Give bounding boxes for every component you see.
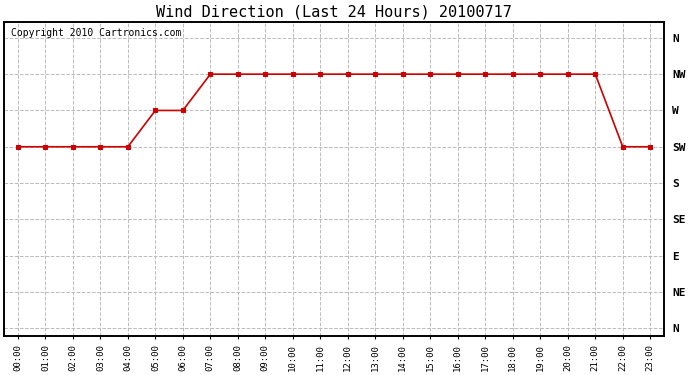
Title: Wind Direction (Last 24 Hours) 20100717: Wind Direction (Last 24 Hours) 20100717 — [156, 4, 512, 19]
Text: Copyright 2010 Cartronics.com: Copyright 2010 Cartronics.com — [11, 28, 181, 38]
